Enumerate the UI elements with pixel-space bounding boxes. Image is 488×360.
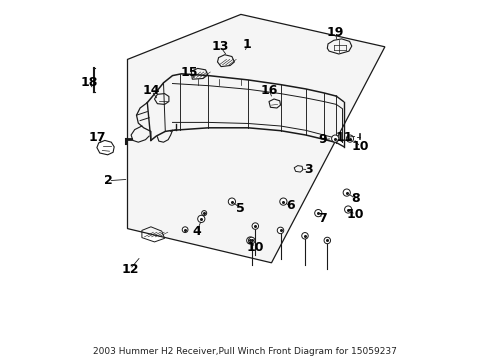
Text: 9: 9 bbox=[318, 133, 326, 146]
Text: 17: 17 bbox=[89, 131, 106, 144]
Text: 10: 10 bbox=[346, 208, 364, 221]
Circle shape bbox=[248, 237, 254, 244]
Circle shape bbox=[197, 215, 204, 222]
Circle shape bbox=[331, 135, 338, 142]
Text: 19: 19 bbox=[326, 26, 343, 39]
Text: 3: 3 bbox=[304, 163, 312, 176]
Circle shape bbox=[182, 227, 187, 233]
Circle shape bbox=[344, 206, 351, 213]
Text: 1: 1 bbox=[243, 39, 251, 51]
Circle shape bbox=[279, 198, 286, 205]
Circle shape bbox=[343, 189, 349, 196]
Circle shape bbox=[251, 223, 258, 229]
Text: 2: 2 bbox=[104, 174, 113, 187]
Circle shape bbox=[314, 210, 321, 217]
Text: 14: 14 bbox=[142, 84, 160, 97]
Circle shape bbox=[277, 227, 283, 234]
Circle shape bbox=[346, 135, 353, 142]
Text: 13: 13 bbox=[211, 40, 228, 53]
Polygon shape bbox=[127, 14, 384, 263]
Text: 15: 15 bbox=[181, 66, 198, 78]
Text: 10: 10 bbox=[351, 140, 368, 153]
Text: 11: 11 bbox=[335, 131, 353, 144]
Text: 16: 16 bbox=[260, 84, 277, 96]
Circle shape bbox=[324, 237, 330, 244]
Circle shape bbox=[201, 211, 206, 216]
Text: 5: 5 bbox=[235, 202, 244, 215]
Circle shape bbox=[228, 198, 235, 205]
Text: 10: 10 bbox=[246, 241, 264, 254]
Text: 7: 7 bbox=[318, 212, 326, 225]
Text: 6: 6 bbox=[285, 199, 294, 212]
Circle shape bbox=[301, 233, 307, 239]
Text: 2003 Hummer H2 Receiver,Pull Winch Front Diagram for 15059237: 2003 Hummer H2 Receiver,Pull Winch Front… bbox=[92, 346, 396, 356]
Text: 18: 18 bbox=[80, 76, 98, 89]
Text: 4: 4 bbox=[192, 225, 201, 238]
Text: 8: 8 bbox=[350, 192, 359, 205]
Text: 12: 12 bbox=[121, 263, 139, 276]
Circle shape bbox=[246, 237, 253, 244]
